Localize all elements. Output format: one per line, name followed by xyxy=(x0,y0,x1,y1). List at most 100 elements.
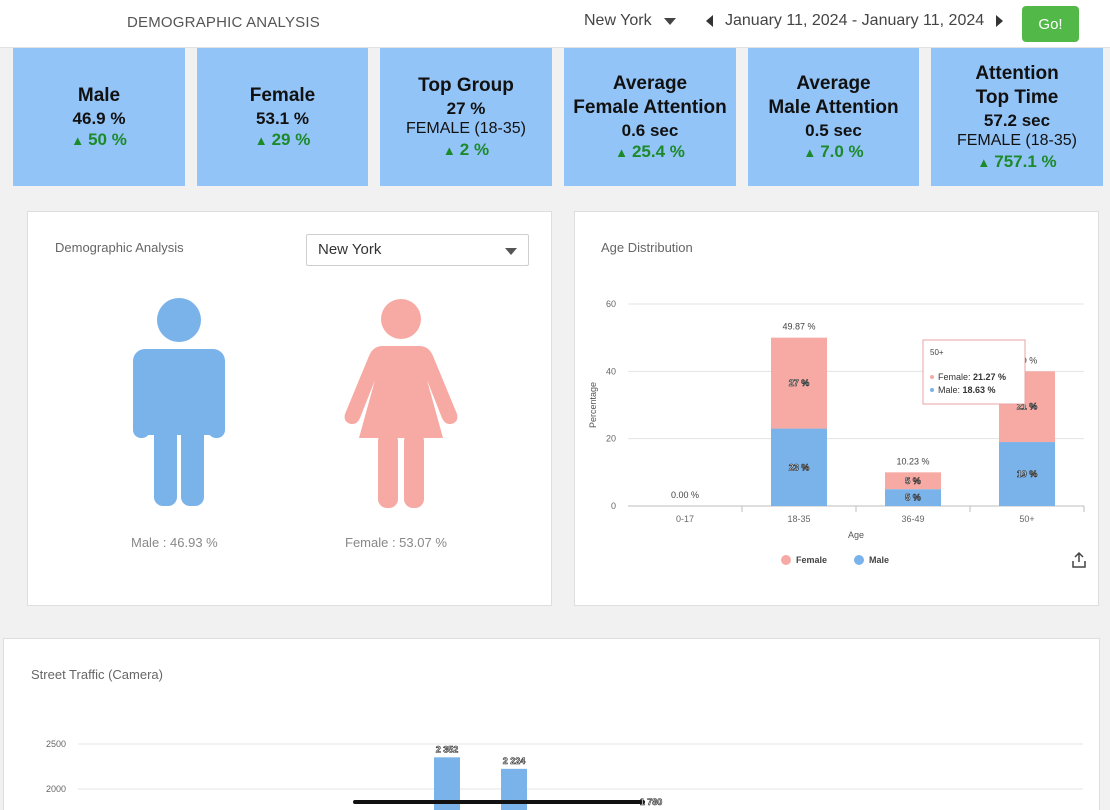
kpi-delta: ▲ 29 % xyxy=(255,129,311,150)
bar-female-label: 27 % xyxy=(789,378,810,388)
legend-female-swatch xyxy=(781,555,791,565)
tooltip-title: 50+ xyxy=(930,348,944,357)
page-title: DEMOGRAPHIC ANALYSIS xyxy=(127,14,320,31)
kpi-value: 0.5 sec xyxy=(805,120,862,140)
up-triangle-icon: ▲ xyxy=(803,144,817,160)
kpi-avg-male-attention: Average Male Attention 0.5 sec ▲ 7.0 % xyxy=(748,48,919,186)
bar-total-label: 49.87 % xyxy=(782,322,815,332)
demographic-card-title: Demographic Analysis xyxy=(55,240,184,255)
street-traffic-card xyxy=(3,638,1100,810)
y-axis-title: Percentage xyxy=(588,382,598,428)
kpi-heading: Top Time xyxy=(975,86,1059,108)
kpi-value: 53.1 % xyxy=(256,108,309,128)
kpi-heading: Average xyxy=(796,73,871,94)
chart-legend: Female Male xyxy=(781,555,889,565)
y-tick-label: 2500 xyxy=(46,739,66,749)
kpi-delta-value: 2 % xyxy=(459,139,490,159)
kpi-delta-value: 757.1 % xyxy=(994,151,1057,171)
kpi-heading: Female Attention xyxy=(573,96,727,118)
kpi-heading: Male xyxy=(77,84,121,106)
bar-male xyxy=(999,442,1055,506)
tooltip-female-swatch xyxy=(930,375,934,379)
city-dropdown[interactable]: New York xyxy=(306,234,529,266)
bar-male-label: 19 % xyxy=(1017,469,1038,479)
up-triangle-icon: ▲ xyxy=(442,142,456,158)
age-distribution-chart: 0 20 40 60 Percentage 0-17 0.00 % 18-35 23 % 27 %… xyxy=(588,299,1085,565)
kpi-delta-value: 29 % xyxy=(271,129,311,149)
kpi-value: 0.6 sec xyxy=(621,120,679,140)
y-tick-label: 40 xyxy=(606,366,616,376)
legend-female-label: Female xyxy=(796,555,827,565)
kpi-delta: ▲ 50 % xyxy=(71,129,127,150)
up-triangle-icon: ▲ xyxy=(615,144,628,160)
bar-male-label: 5 % xyxy=(905,493,921,503)
kpi-value: 46.9 % xyxy=(72,108,126,128)
kpi-subtext: FEMALE (18-35) xyxy=(405,119,527,137)
tooltip-male-value: 18.63 % xyxy=(963,385,996,395)
traffic-bar-label: 2 352 xyxy=(436,744,459,754)
kpi-heading: Male Attention xyxy=(768,96,899,118)
bar-total-label: 10.23 % xyxy=(896,456,929,466)
top-bar: DEMOGRAPHIC ANALYSIS New York January 11… xyxy=(0,0,1110,48)
bar-female xyxy=(885,472,941,490)
caret-down-icon xyxy=(505,248,517,255)
x-tick-label: 36-49 xyxy=(901,514,924,524)
kpi-heading: Attention xyxy=(975,63,1059,84)
chart-tooltip: 50+ Female: 21.27 % Male: 18.63 % xyxy=(922,339,1026,405)
up-triangle-icon: ▲ xyxy=(977,154,991,170)
y-tick-label: 2000 xyxy=(46,784,66,794)
bar-male-label: 23 % xyxy=(789,462,810,472)
kpi-delta-value: 7.0 % xyxy=(820,141,864,161)
location-select-value: New York xyxy=(584,12,652,29)
kpi-heading: Female xyxy=(249,84,316,106)
x-tick-label: 50+ xyxy=(1019,514,1034,524)
up-triangle-icon: ▲ xyxy=(254,132,268,148)
location-select[interactable]: New York xyxy=(584,12,676,30)
male-percentage-label: Male : 46.93 % xyxy=(131,535,218,550)
go-button[interactable]: Go! xyxy=(1022,6,1079,42)
kpi-attention-top-time: Attention Top Time 57.2 sec FEMALE (18-3… xyxy=(931,48,1103,186)
bar-female xyxy=(771,337,827,429)
tooltip-male-line: Male: 18.63 % xyxy=(938,385,996,395)
date-range-text[interactable]: January 11, 2024 - January 11, 2024 xyxy=(725,12,985,29)
bar-male xyxy=(771,428,827,506)
up-triangle-icon: ▲ xyxy=(71,132,85,148)
kpi-value: 27 % xyxy=(446,98,486,118)
share-icon[interactable] xyxy=(1070,551,1088,569)
bar-male xyxy=(885,489,941,506)
traffic-extra-label: 1 780 xyxy=(640,797,663,807)
bar-total-label: 0.00 % xyxy=(671,490,699,500)
kpi-male: Male 46.9 % ▲ 50 % xyxy=(13,48,185,186)
tooltip-female-label: Female: xyxy=(938,372,973,382)
kpi-delta: ▲ 7.0 % xyxy=(803,141,863,162)
kpi-top-group: Top Group 27 % FEMALE (18-35) ▲ 2 % xyxy=(380,48,552,186)
tooltip-male-label: Male: xyxy=(938,385,963,395)
bar-female-label: 5 % xyxy=(905,476,921,486)
kpi-delta: ▲ 25.4 % xyxy=(615,141,685,162)
kpi-delta-value: 25.4 % xyxy=(631,141,685,161)
tooltip-female-value: 21.27 % xyxy=(973,372,1006,382)
age-card-title: Age Distribution xyxy=(601,240,693,255)
tooltip-box xyxy=(922,339,1026,405)
male-figure-icon xyxy=(133,298,225,506)
kpi-female: Female 53.1 % ▲ 29 % xyxy=(197,48,368,186)
legend-male-label: Male xyxy=(869,555,889,565)
x-tick-label: 18-35 xyxy=(787,514,810,524)
female-percentage-label: Female : 53.07 % xyxy=(345,535,447,550)
tooltip-male-swatch xyxy=(930,388,934,392)
female-figure-icon xyxy=(344,299,458,508)
arrow-right-icon[interactable] xyxy=(996,15,1004,27)
bar-female-label: 21 % xyxy=(1017,402,1038,412)
x-tick-label: 0-17 xyxy=(676,514,694,524)
caret-down-icon xyxy=(663,17,676,25)
traffic-card-title: Street Traffic (Camera) xyxy=(31,667,163,682)
y-tick-label: 60 xyxy=(606,299,616,309)
kpi-value: 57.2 sec xyxy=(983,110,1051,130)
date-range-picker: January 11, 2024 - January 11, 2024 xyxy=(706,12,1004,30)
x-axis-title: Age xyxy=(848,530,864,540)
kpi-avg-female-attention: Average Female Attention 0.6 sec ▲ 25.4 % xyxy=(564,48,736,186)
kpi-delta: ▲ 757.1 % xyxy=(977,151,1056,172)
arrow-left-icon[interactable] xyxy=(706,15,713,27)
tooltip-female-line: Female: 21.27 % xyxy=(938,372,1006,382)
legend-male-swatch xyxy=(854,555,864,565)
